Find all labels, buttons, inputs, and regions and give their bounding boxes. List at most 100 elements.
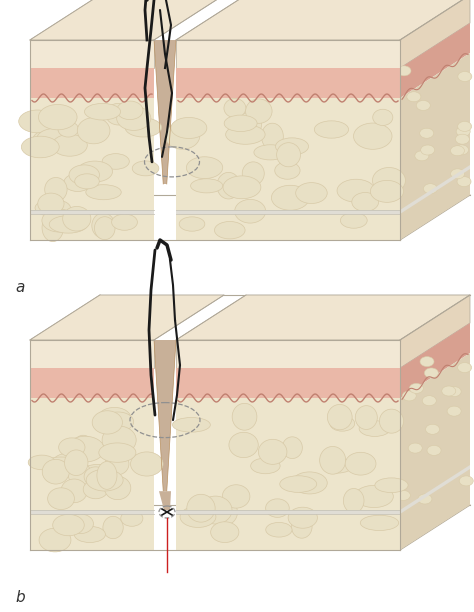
Ellipse shape xyxy=(422,396,436,406)
Text: b: b xyxy=(15,590,25,605)
Ellipse shape xyxy=(420,357,434,367)
Ellipse shape xyxy=(457,362,472,373)
Ellipse shape xyxy=(226,125,265,144)
Polygon shape xyxy=(154,340,176,491)
Polygon shape xyxy=(400,353,470,550)
Polygon shape xyxy=(30,398,154,550)
Ellipse shape xyxy=(277,143,301,167)
Ellipse shape xyxy=(74,526,105,542)
Ellipse shape xyxy=(420,145,435,155)
Ellipse shape xyxy=(373,110,393,125)
Ellipse shape xyxy=(64,450,88,476)
Ellipse shape xyxy=(459,476,473,486)
Ellipse shape xyxy=(130,452,163,476)
Ellipse shape xyxy=(354,123,392,149)
Ellipse shape xyxy=(258,439,287,465)
Polygon shape xyxy=(30,68,154,98)
Ellipse shape xyxy=(214,222,245,239)
Ellipse shape xyxy=(28,455,55,470)
Polygon shape xyxy=(30,98,154,240)
Ellipse shape xyxy=(102,426,136,454)
Ellipse shape xyxy=(52,135,87,156)
Ellipse shape xyxy=(296,182,327,204)
Ellipse shape xyxy=(125,118,162,137)
Ellipse shape xyxy=(397,66,411,76)
Ellipse shape xyxy=(359,420,391,436)
Ellipse shape xyxy=(242,162,264,185)
Ellipse shape xyxy=(75,174,99,189)
Ellipse shape xyxy=(246,99,272,124)
Ellipse shape xyxy=(418,494,432,504)
Ellipse shape xyxy=(42,209,76,232)
Ellipse shape xyxy=(322,458,353,473)
Ellipse shape xyxy=(32,132,52,157)
Ellipse shape xyxy=(64,174,91,192)
Ellipse shape xyxy=(251,458,280,474)
Ellipse shape xyxy=(84,103,120,120)
Ellipse shape xyxy=(58,122,79,137)
Ellipse shape xyxy=(447,406,461,416)
Ellipse shape xyxy=(111,214,137,230)
Ellipse shape xyxy=(94,217,115,240)
Ellipse shape xyxy=(80,465,116,482)
Ellipse shape xyxy=(18,110,56,133)
Ellipse shape xyxy=(39,528,71,552)
Polygon shape xyxy=(176,68,400,98)
Ellipse shape xyxy=(415,151,429,161)
Ellipse shape xyxy=(63,206,91,231)
Ellipse shape xyxy=(83,480,108,499)
Ellipse shape xyxy=(42,460,69,484)
Ellipse shape xyxy=(262,123,283,150)
Ellipse shape xyxy=(265,499,289,517)
Ellipse shape xyxy=(99,443,136,462)
Ellipse shape xyxy=(340,212,367,228)
Ellipse shape xyxy=(102,154,129,170)
Polygon shape xyxy=(30,295,224,340)
Ellipse shape xyxy=(229,432,258,458)
Polygon shape xyxy=(176,98,400,240)
Ellipse shape xyxy=(38,105,77,130)
Ellipse shape xyxy=(51,453,84,477)
Ellipse shape xyxy=(45,177,67,201)
Polygon shape xyxy=(400,0,470,68)
Ellipse shape xyxy=(282,437,302,458)
Ellipse shape xyxy=(352,193,379,211)
Ellipse shape xyxy=(98,408,131,430)
Ellipse shape xyxy=(165,122,200,149)
Ellipse shape xyxy=(288,507,318,528)
Ellipse shape xyxy=(456,127,470,136)
Ellipse shape xyxy=(61,479,87,502)
Ellipse shape xyxy=(337,179,375,202)
Polygon shape xyxy=(30,510,154,514)
Ellipse shape xyxy=(42,214,64,242)
Ellipse shape xyxy=(457,177,471,187)
Ellipse shape xyxy=(419,129,434,138)
Ellipse shape xyxy=(330,416,355,431)
Polygon shape xyxy=(176,210,400,214)
Ellipse shape xyxy=(223,176,261,199)
Ellipse shape xyxy=(224,115,257,132)
Polygon shape xyxy=(176,368,400,398)
Ellipse shape xyxy=(210,522,239,542)
Ellipse shape xyxy=(86,469,123,491)
Ellipse shape xyxy=(72,435,94,461)
Polygon shape xyxy=(30,368,154,398)
Ellipse shape xyxy=(292,472,327,494)
Ellipse shape xyxy=(106,103,131,125)
Ellipse shape xyxy=(427,446,441,455)
Polygon shape xyxy=(400,295,470,368)
Ellipse shape xyxy=(275,138,309,155)
Polygon shape xyxy=(176,340,400,368)
Ellipse shape xyxy=(356,406,377,430)
Ellipse shape xyxy=(117,106,151,130)
Polygon shape xyxy=(159,491,171,510)
Ellipse shape xyxy=(396,490,410,501)
Polygon shape xyxy=(30,0,224,40)
Ellipse shape xyxy=(319,446,346,474)
Polygon shape xyxy=(30,40,154,68)
Ellipse shape xyxy=(69,165,100,185)
Ellipse shape xyxy=(173,417,210,432)
Ellipse shape xyxy=(86,185,121,200)
Ellipse shape xyxy=(92,411,122,434)
Ellipse shape xyxy=(224,99,246,118)
